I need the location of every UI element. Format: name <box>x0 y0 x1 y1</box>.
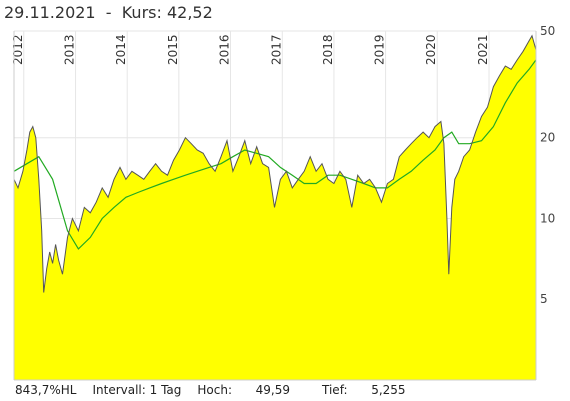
footer-tief: Tief: 5,255 <box>322 383 422 397</box>
footer-hoch-value: 49,59 <box>255 383 291 397</box>
header-separator: - <box>105 3 112 22</box>
x-tick-label: 2017 <box>269 34 283 65</box>
y-tick-label: 50 <box>540 24 555 38</box>
y-tick-label: 5 <box>540 292 548 306</box>
price-line <box>13 34 537 293</box>
x-tick-label: 2020 <box>424 34 438 65</box>
footer-intervall: Intervall: 1 Tag <box>92 383 182 397</box>
x-tick-label: 2016 <box>217 34 231 65</box>
footer-hoch: Hoch: 49,59 <box>197 383 306 397</box>
x-tick-label: 2018 <box>321 34 335 65</box>
x-tick-label: 2021 <box>476 34 490 65</box>
header-date: 29.11.2021 <box>4 3 96 22</box>
header-kurs-value: 42,52 <box>166 3 213 22</box>
chart-header: 29.11.2021 - Kurs: 42,52 <box>4 3 213 22</box>
x-tick-label: 2013 <box>63 34 77 65</box>
footer-tief-value: 5,255 <box>371 383 406 397</box>
x-tick-label: 2014 <box>114 34 128 65</box>
y-tick-label: 20 <box>540 131 555 145</box>
header-kurs-label: Kurs: <box>121 3 162 22</box>
price-line-layer <box>13 34 537 293</box>
x-tick-label: 2012 <box>11 34 25 65</box>
axis-layer: 50 20 10 5 2012 2013 2014 2015 2016 2017 2018 2019 2… <box>11 24 555 381</box>
price-area-layer <box>14 35 536 381</box>
x-tick-label: 2019 <box>373 34 387 65</box>
footer-hoch-label: Hoch: <box>197 383 233 397</box>
footer-hl: 843,7%HL <box>15 383 77 397</box>
chart-footer: 843,7%HL Intervall: 1 Tag Hoch: 49,59 Tief:… <box>15 383 438 397</box>
price-area <box>14 35 536 381</box>
footer-tief-label: Tief: <box>322 383 348 397</box>
x-tick-label: 2015 <box>166 34 180 65</box>
y-tick-label: 10 <box>540 211 555 225</box>
